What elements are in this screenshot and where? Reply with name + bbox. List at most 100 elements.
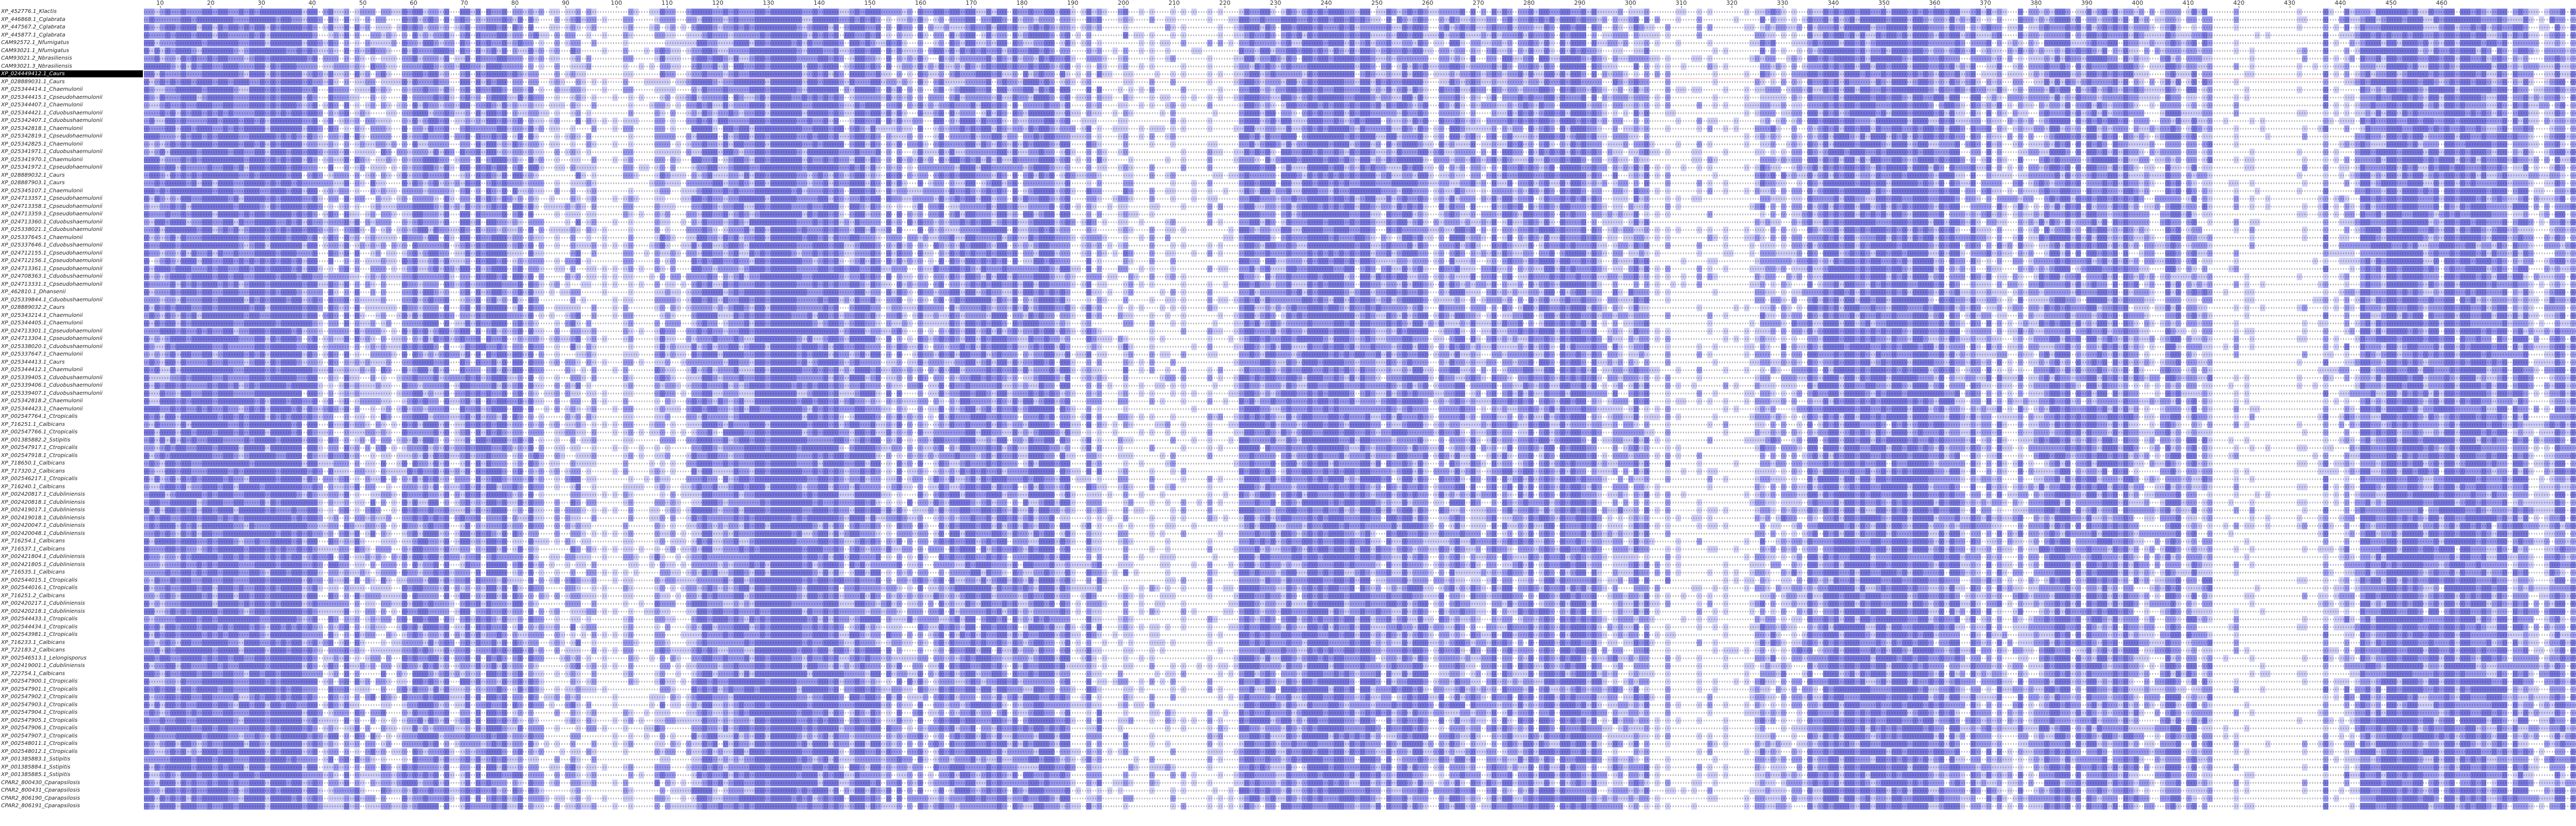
sequence-name[interactable]: XP_002547907.1_Ctropicalis: [1, 733, 143, 740]
sequence-name[interactable]: CPAR2_800430_Cparapsilosis: [1, 779, 143, 786]
sequence-name[interactable]: XP_716251.2_Calbicans: [1, 592, 143, 599]
sequence-name[interactable]: XP_002547764.1_Ctropicalis: [1, 413, 143, 420]
sequence-name[interactable]: XP_025342825.1_Chaemulonii: [1, 141, 143, 148]
sequence-name[interactable]: XP_446868.1_Cglabrata: [1, 16, 143, 23]
sequence-name[interactable]: XP_716233.1_Calbicans: [1, 639, 143, 646]
sequence-name[interactable]: XP_025337647.1_Chaemulonii: [1, 351, 143, 358]
sequence-alignment-panel[interactable]: [144, 8, 2576, 826]
sequence-name[interactable]: XP_002420818.1_Cdubliniensis: [1, 499, 143, 506]
sequence-name[interactable]: XP_025338020.1_Cduobushaemulonii: [1, 343, 143, 350]
sequence-name[interactable]: XP_025344405.1_Chaemulonii: [1, 320, 143, 327]
sequence-name[interactable]: XP_024712155.1_Cpseudohaemulonii: [1, 250, 143, 257]
sequence-name[interactable]: CPAR2_800431_Cparapsilosis: [1, 787, 143, 794]
sequence-name[interactable]: XP_002547906.1_Ctropicalis: [1, 724, 143, 731]
sequence-name[interactable]: CPAR2_806190_Cparapsilosis: [1, 795, 143, 802]
sequence-name[interactable]: XP_002547901.1_Ctropicalis: [1, 686, 143, 693]
sequence-name[interactable]: XP_462810.1_Dhansenii: [1, 288, 143, 295]
sequence-name[interactable]: XP_718650.1_Calbicans: [1, 460, 143, 467]
sequence-name[interactable]: XP_025344414.1_Chaemulonii: [1, 86, 143, 93]
sequence-name[interactable]: XP_001385883.1_Sstipitis: [1, 756, 143, 763]
sequence-name[interactable]: XP_024713358.1_Cpseudohaemulonii: [1, 203, 143, 210]
sequence-name[interactable]: XP_002419018.1_Cdubliniensis: [1, 515, 143, 521]
sequence-name[interactable]: XP_722183.2_Calbicans: [1, 647, 143, 654]
sequence-name[interactable]: XP_716240.1_Calbicans: [1, 483, 143, 490]
sequence-name-panel[interactable]: XP_452776.1_Klactis XP_446868.1_Cglabrata…: [0, 0, 144, 826]
sequence-name[interactable]: XP_002420048.1_Cdubliniensis: [1, 530, 143, 537]
sequence-name[interactable]: XP_002544016.1_Ctropicalis: [1, 584, 143, 591]
sequence-name[interactable]: XP_001385885.1_Sstipitis: [1, 771, 143, 778]
sequence-name[interactable]: XP_025337645.1_Chaemulonii: [1, 234, 143, 241]
sequence-name[interactable]: XP_025338021.1_Cduobushaemulonii: [1, 226, 143, 233]
sequence-name[interactable]: XP_024713304.1_Cpseudohaemulonii: [1, 335, 143, 342]
sequence-name[interactable]: XP_002420217.1_Cdubliniensis: [1, 600, 143, 607]
sequence-name[interactable]: XP_025339406.1_Cduobushaemulonii: [1, 382, 143, 389]
sequence-name[interactable]: XP_025342819.1_Cpseudohaemulonii: [1, 133, 143, 140]
sequence-name[interactable]: XP_024713361.1_Cpseudohaemulonii: [1, 265, 143, 272]
sequence-name[interactable]: XP_028889032.1_Caurs: [1, 172, 143, 179]
sequence-name[interactable]: CAM93021.3_Nbrasiliensis: [1, 63, 143, 70]
sequence-name[interactable]: XP_025339407.1_Cduobushaemulonii: [1, 390, 143, 397]
sequence-name[interactable]: XP_025343214.1_Chaemulonii: [1, 312, 143, 319]
sequence-name[interactable]: XP_716535.1_Calbicans: [1, 569, 143, 576]
sequence-name[interactable]: XP_717320.2_Calbicans: [1, 468, 143, 475]
sequence-name[interactable]: XP_024713360.1_Cduobushaemulonii: [1, 219, 143, 226]
sequence-name[interactable]: XP_002547904.1_Ctropicalis: [1, 709, 143, 716]
sequence-name[interactable]: XP_028887903.1_Caurs: [1, 179, 143, 186]
sequence-name[interactable]: XP_452776.1_Klactis: [1, 8, 143, 15]
sequence-name[interactable]: XP_002547905.1_Ctropicalis: [1, 717, 143, 724]
sequence-name[interactable]: XP_025344413.1_Caurs: [1, 359, 143, 366]
sequence-name[interactable]: XP_002420218.1_Cdubliniensis: [1, 608, 143, 615]
sequence-name[interactable]: XP_716251.1_Calbicans: [1, 421, 143, 428]
sequence-name[interactable]: CAM93021.2_Nbrasiliensis: [1, 55, 143, 62]
sequence-name[interactable]: XP_002420047.1_Cdubliniensis: [1, 522, 143, 529]
sequence-name[interactable]: XP_024449412.1_Caurs: [0, 70, 143, 77]
sequence-name[interactable]: XP_722754.1_Calbicans: [1, 670, 143, 677]
sequence-name[interactable]: XP_024708363.1_Cduobushaemulonii: [1, 273, 143, 280]
sequence-name[interactable]: XP_002420817.1_Cdubliniensis: [1, 491, 143, 498]
sequence-name[interactable]: XP_447567.2_Cglabrata: [1, 24, 143, 31]
sequence-name[interactable]: XP_028889031.1_Caurs: [1, 78, 143, 85]
sequence-name[interactable]: XP_024713359.1_Cpseudohaemulonii: [1, 211, 143, 218]
sequence-name[interactable]: XP_002547900.1_Ctropicalis: [1, 678, 143, 685]
sequence-name[interactable]: XP_002548011.1_Ctropicalis: [1, 740, 143, 747]
sequence-name[interactable]: XP_025342818.1_Chaemulonii: [1, 125, 143, 132]
sequence-name[interactable]: XP_025342818.2_Chaemulonii: [1, 397, 143, 404]
sequence-name[interactable]: XP_002544434.1_Ctropicalis: [1, 624, 143, 631]
sequence-name[interactable]: XP_024713301.1_Cpseudohaemulonii: [1, 328, 143, 335]
sequence-name[interactable]: XP_025344407.1_Chaemulonii: [1, 102, 143, 108]
sequence-name[interactable]: XP_002419001.1_Cdubliniensis: [1, 662, 143, 669]
sequence-name[interactable]: XP_025342407.1_Cduobushaemulonii: [1, 117, 143, 124]
sequence-name[interactable]: XP_024713357.1_Cpseudohaemulonii: [1, 195, 143, 202]
sequence-name[interactable]: XP_002421804.1_Cdubliniensis: [1, 553, 143, 560]
sequence-name[interactable]: XP_025341972.1_Cpseudohaemulonii: [1, 164, 143, 171]
sequence-name[interactable]: CAM93021.1_Nfumigatus: [1, 47, 143, 54]
sequence-name[interactable]: XP_002547917.1_Ctropicalis: [1, 444, 143, 451]
sequence-name[interactable]: XP_002547903.1_Ctropicalis: [1, 701, 143, 708]
sequence-name[interactable]: XP_716537.1_Calbicans: [1, 546, 143, 553]
sequence-name[interactable]: XP_002421805.1_Cdubliniensis: [1, 561, 143, 568]
sequence-name[interactable]: XP_025344412.1_Chaemulonii: [1, 366, 143, 373]
sequence-name[interactable]: XP_002548012.1_Ctropicalis: [1, 748, 143, 755]
sequence-name[interactable]: XP_025341971.1_Cduobushaemulonii: [1, 148, 143, 155]
sequence-name[interactable]: XP_001385884.1_Sstipitis: [1, 764, 143, 771]
sequence-name[interactable]: CPAR2_806191_Cparapsilosis: [1, 802, 143, 809]
sequence-name[interactable]: XP_025339405.1_Cduobushaemulonii: [1, 374, 143, 381]
sequence-name[interactable]: XP_024713331.1_Cpseudohaemulonii: [1, 281, 143, 288]
sequence-name[interactable]: XP_002419017.1_Cdubliniensis: [1, 506, 143, 513]
sequence-name[interactable]: XP_028889032.2_Caurs: [1, 304, 143, 311]
sequence-name[interactable]: XP_002543981.1_Ctropicalis: [1, 631, 143, 638]
sequence-name[interactable]: XP_002547918.1_Ctropicalis: [1, 452, 143, 459]
sequence-name[interactable]: XP_002544015.1_Ctropicalis: [1, 577, 143, 584]
sequence-name[interactable]: XP_002547902.1_Ctropicalis: [1, 693, 143, 700]
sequence-name[interactable]: XP_025344415.1_Cpseudohaemulonii: [1, 94, 143, 101]
alignment-canvas[interactable]: [144, 8, 2576, 826]
sequence-name[interactable]: XP_025341970.1_Chaemulonii: [1, 156, 143, 163]
sequence-name[interactable]: XP_025339844.1_Cduobushaemulonii: [1, 296, 143, 303]
sequence-name[interactable]: XP_025344421.1_Cduobushaemulonii: [1, 110, 143, 117]
sequence-name[interactable]: XP_002546217.1_Ctropicalis: [1, 475, 143, 482]
sequence-name[interactable]: XP_002547766.1_Ctropicalis: [1, 429, 143, 436]
sequence-name[interactable]: CAM92572.1_Nfumigatus: [1, 39, 143, 46]
sequence-name[interactable]: XP_025337646.1_Cduobushaemulonii: [1, 242, 143, 249]
sequence-name[interactable]: XP_025345107.1_Chaemulonii: [1, 187, 143, 194]
sequence-name[interactable]: XP_002546513.1_Lelongisporus: [1, 655, 143, 662]
